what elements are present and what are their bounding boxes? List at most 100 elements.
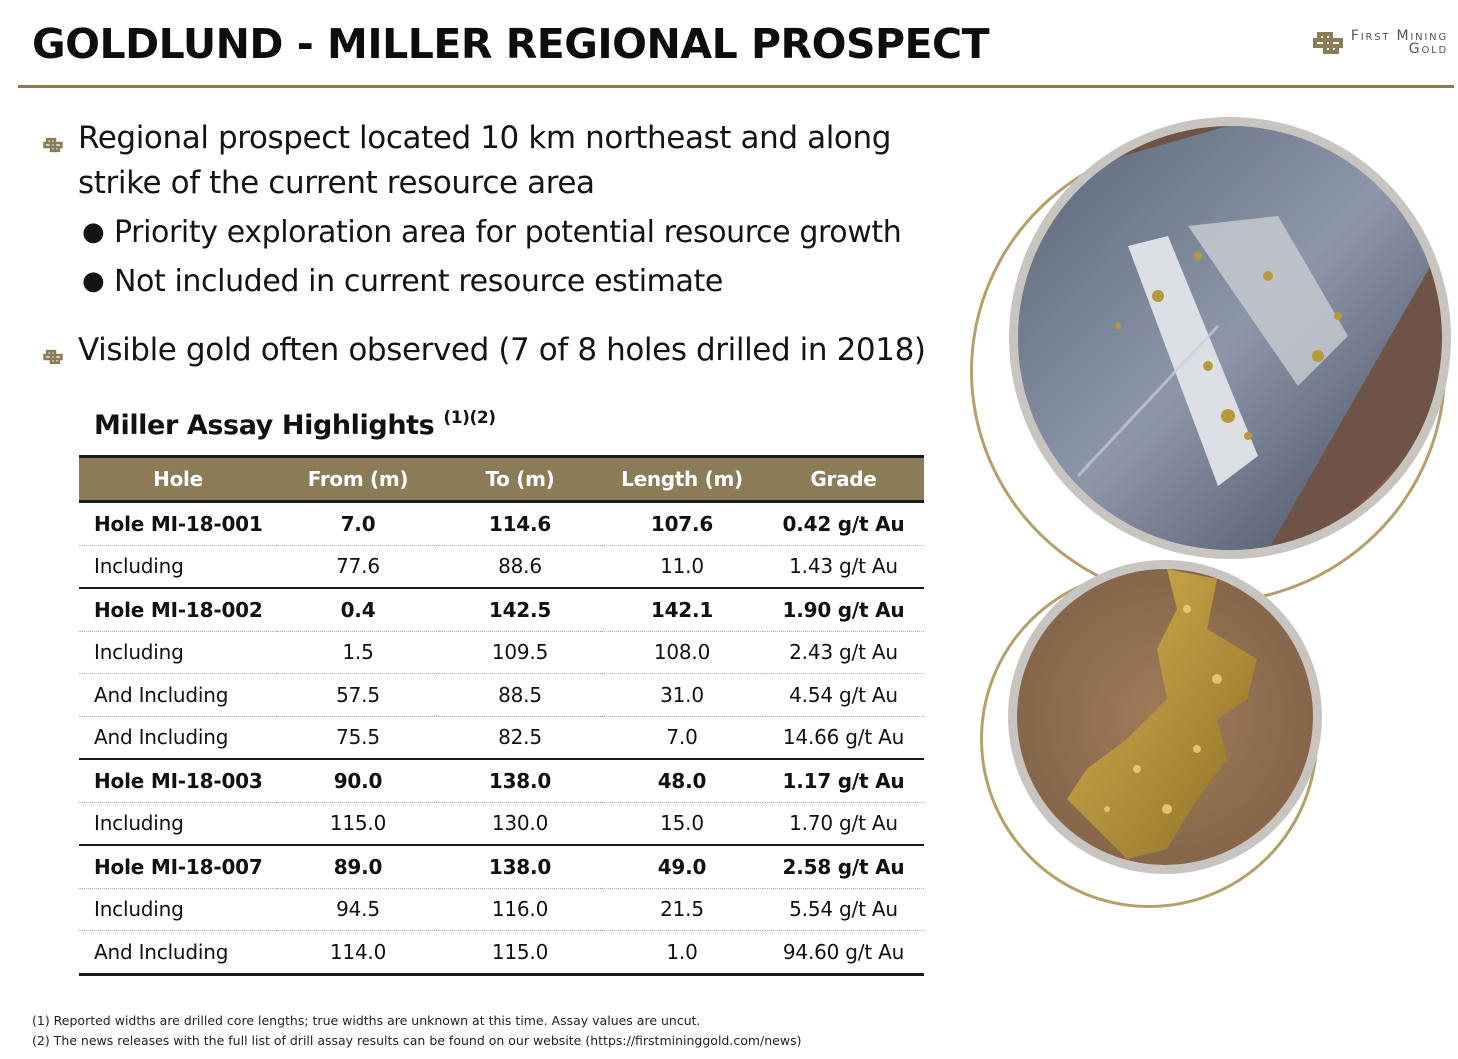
column-header-from: From (m) [277, 455, 439, 503]
cell-grade: 1.43 g/t Au [763, 545, 924, 589]
dot-bullet-icon: ● [82, 217, 105, 247]
cell-grade: 2.43 g/t Au [763, 631, 924, 674]
cell-length: 15.0 [601, 802, 763, 846]
column-header-grade: Grade [763, 455, 924, 503]
table-row: Including 115.0 130.0 15.0 1.70 g/t Au [79, 802, 924, 846]
cell-from: 1.5 [277, 631, 439, 674]
cell-from: 115.0 [277, 802, 439, 846]
dot-bullet-icon: ● [82, 266, 105, 296]
company-logo: First Mining Gold [1311, 26, 1448, 60]
cell-grade: 1.70 g/t Au [763, 802, 924, 846]
cell-length: 21.5 [601, 888, 763, 931]
logo-line-2: Gold [1408, 41, 1448, 57]
cell-grade: 1.90 g/t Au [763, 587, 924, 632]
cell-grade: 4.54 g/t Au [763, 673, 924, 717]
cell-grade: 14.66 g/t Au [763, 716, 924, 760]
cell-hole: Including [79, 802, 277, 846]
cell-to: 115.0 [439, 930, 601, 976]
cell-grade: 2.58 g/t Au [763, 844, 924, 889]
assay-table: Hole From (m) To (m) Length (m) Grade Ho… [79, 455, 924, 976]
cell-from: 89.0 [277, 844, 439, 889]
bullet-item: Visible gold often observed (7 of 8 hole… [42, 328, 962, 381]
page-title: GOLDLUND - MILLER REGIONAL PROSPECT [32, 20, 990, 68]
cell-to: 116.0 [439, 888, 601, 931]
cell-to: 142.5 [439, 587, 601, 632]
logo-line-1: First Mining [1350, 28, 1448, 44]
cell-length: 11.0 [601, 545, 763, 589]
cell-grade: 5.54 g/t Au [763, 888, 924, 931]
knot-bullet-icon [42, 116, 78, 169]
cell-to: 114.6 [439, 501, 601, 546]
cell-length: 1.0 [601, 930, 763, 976]
cell-hole: Including [79, 545, 277, 589]
cell-hole: Hole MI-18-001 [79, 501, 277, 546]
cell-length: 49.0 [601, 844, 763, 889]
footnote-2: (2) The news releases with the full list… [32, 1033, 802, 1048]
table-row: Including 77.6 88.6 11.0 1.43 g/t Au [79, 545, 924, 589]
cell-grade: 1.17 g/t Au [763, 758, 924, 803]
cell-hole: Hole MI-18-007 [79, 844, 277, 889]
bullet-item: Regional prospect located 10 km northeas… [42, 116, 962, 206]
cell-from: 57.5 [277, 673, 439, 717]
cell-from: 90.0 [277, 758, 439, 803]
column-header-to: To (m) [439, 455, 601, 503]
cell-to: 138.0 [439, 844, 601, 889]
sub-bullet-item: ● Priority exploration area for potentia… [82, 208, 962, 257]
bullet-text: Regional prospect located 10 km northeas… [78, 120, 891, 201]
table-row: And Including 57.5 88.5 31.0 4.54 g/t Au [79, 673, 924, 717]
cell-from: 7.0 [277, 501, 439, 546]
cell-to: 88.5 [439, 673, 601, 717]
column-header-length: Length (m) [601, 455, 763, 503]
column-header-hole: Hole [79, 455, 277, 503]
cell-hole: And Including [79, 673, 277, 717]
cell-length: 142.1 [601, 587, 763, 632]
cell-grade: 94.60 g/t Au [763, 930, 924, 976]
cell-hole: Including [79, 888, 277, 931]
drill-core-photo [1009, 117, 1451, 559]
table-header-row: Hole From (m) To (m) Length (m) Grade [79, 455, 924, 503]
sub-bullet-text: Priority exploration area for potential … [114, 215, 902, 250]
cell-grade: 0.42 g/t Au [763, 501, 924, 546]
table-title: Miller Assay Highlights (1)(2) [94, 408, 496, 441]
cell-hole: And Including [79, 716, 277, 760]
footnote-1: (1) Reported widths are drilled core len… [32, 1013, 701, 1028]
cell-length: 7.0 [601, 716, 763, 760]
cell-hole: Including [79, 631, 277, 674]
cell-length: 31.0 [601, 673, 763, 717]
cell-length: 107.6 [601, 501, 763, 546]
sub-bullet-text: Not included in current resource estimat… [114, 264, 723, 299]
table-row: Including 94.5 116.0 21.5 5.54 g/t Au [79, 888, 924, 931]
cell-length: 108.0 [601, 631, 763, 674]
cell-to: 88.6 [439, 545, 601, 589]
cell-hole: Hole MI-18-003 [79, 758, 277, 803]
cell-hole: Hole MI-18-002 [79, 587, 277, 632]
table-row: Hole MI-18-003 90.0 138.0 48.0 1.17 g/t Au [79, 758, 924, 803]
table-row: Including 1.5 109.5 108.0 2.43 g/t Au [79, 631, 924, 674]
cell-from: 0.4 [277, 587, 439, 632]
cell-from: 114.0 [277, 930, 439, 976]
table-row: And Including 75.5 82.5 7.0 14.66 g/t Au [79, 716, 924, 760]
cell-hole: And Including [79, 930, 277, 976]
logo-knot-icon [1312, 32, 1343, 54]
cell-to: 109.5 [439, 631, 601, 674]
footnotes: (1) Reported widths are drilled core len… [32, 1011, 801, 1051]
knot-bullet-icon [42, 328, 78, 381]
table-title-text: Miller Assay Highlights [94, 410, 435, 441]
table-row: Hole MI-18-007 89.0 138.0 49.0 2.58 g/t Au [79, 844, 924, 889]
sub-bullet-item: ● Not included in current resource estim… [82, 257, 962, 306]
table-row: And Including 114.0 115.0 1.0 94.60 g/t Au [79, 930, 924, 976]
bullet-list: Regional prospect located 10 km northeas… [42, 116, 962, 381]
cell-length: 48.0 [601, 758, 763, 803]
cell-from: 75.5 [277, 716, 439, 760]
cell-to: 138.0 [439, 758, 601, 803]
cell-to: 130.0 [439, 802, 601, 846]
bullet-text: Visible gold often observed (7 of 8 hole… [78, 332, 926, 368]
cell-from: 77.6 [277, 545, 439, 589]
table-row: Hole MI-18-002 0.4 142.5 142.1 1.90 g/t Au [79, 587, 924, 632]
title-divider [18, 85, 1454, 88]
table-row: Hole MI-18-001 7.0 114.6 107.6 0.42 g/t Au [79, 501, 924, 546]
visible-gold-photo [1008, 560, 1322, 874]
cell-from: 94.5 [277, 888, 439, 931]
table-title-footnote-ref: (1)(2) [443, 408, 496, 428]
cell-to: 82.5 [439, 716, 601, 760]
